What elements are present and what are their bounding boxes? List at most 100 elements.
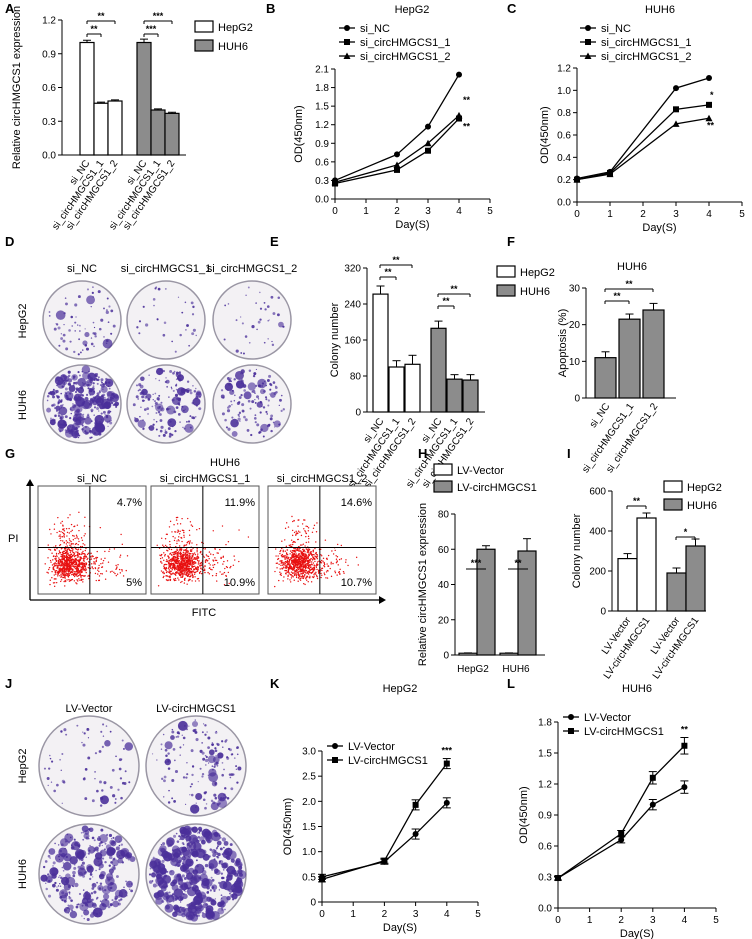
flow-event xyxy=(298,575,301,578)
colony-dot xyxy=(247,399,251,403)
colony-dot xyxy=(118,767,122,771)
colony-dot xyxy=(137,419,146,428)
legend-label: LV-Vector xyxy=(348,741,395,753)
colony-dot xyxy=(160,867,167,875)
flow-event xyxy=(61,554,63,556)
flow-event xyxy=(85,562,87,564)
flow-event xyxy=(175,579,177,581)
flow-event xyxy=(102,562,104,564)
flow-event xyxy=(175,574,177,576)
flow-event xyxy=(81,566,83,568)
colony-dot xyxy=(227,303,230,305)
flow-event xyxy=(79,557,81,559)
colony-dot xyxy=(194,730,198,734)
flow-event xyxy=(168,562,170,565)
flow-event xyxy=(54,571,57,573)
colony-dot xyxy=(191,765,195,768)
flow-event xyxy=(100,572,102,575)
flow-event xyxy=(58,530,61,533)
flow-event xyxy=(87,575,89,577)
flow-event xyxy=(275,562,278,565)
colony-dot xyxy=(154,287,157,290)
flow-event xyxy=(226,566,229,569)
flow-event xyxy=(160,554,162,557)
colony-dot xyxy=(170,386,173,389)
colony-dot xyxy=(58,406,68,416)
colony-dot xyxy=(58,847,68,857)
flow-event xyxy=(67,517,69,519)
colony-dot xyxy=(89,376,92,379)
bar xyxy=(79,41,95,156)
flow-event xyxy=(57,573,59,576)
flow-event xyxy=(291,575,294,577)
flow-event xyxy=(98,575,101,577)
flow-event xyxy=(69,539,71,542)
flow-event xyxy=(71,573,73,576)
flow-event xyxy=(62,566,65,569)
y-tick-label: 0.9 xyxy=(538,811,552,822)
flow-event xyxy=(81,561,83,564)
flow-event xyxy=(347,564,349,567)
flow-event xyxy=(169,540,171,543)
colony-dot xyxy=(123,886,125,889)
flow-event xyxy=(193,560,196,563)
flow-event xyxy=(165,575,167,577)
flow-event xyxy=(51,570,53,573)
flow-event xyxy=(71,568,73,571)
flow-event xyxy=(183,554,186,556)
flow-event xyxy=(309,566,312,569)
flow-event xyxy=(59,544,61,547)
data-point xyxy=(412,801,419,808)
flow-event xyxy=(94,567,97,570)
colony-dot xyxy=(64,833,74,843)
colony-dot xyxy=(81,365,91,374)
colony-dot xyxy=(180,405,189,414)
colony-dot xyxy=(266,305,270,308)
colony-dot xyxy=(210,836,212,838)
x-tick-label: 0 xyxy=(332,206,338,217)
flow-event xyxy=(198,565,201,567)
flow-event xyxy=(63,568,66,570)
colony-dot xyxy=(99,404,105,410)
flow-event xyxy=(179,555,181,558)
data-point xyxy=(331,178,339,186)
flow-event xyxy=(301,574,304,576)
colony-dot xyxy=(197,826,203,832)
flow-event xyxy=(304,553,306,555)
colony-dot xyxy=(118,844,121,847)
colony-dot xyxy=(46,777,50,781)
flow-event xyxy=(285,567,287,569)
flow-event xyxy=(317,563,319,566)
bar xyxy=(136,41,152,156)
flow-event xyxy=(63,536,65,538)
flow-event xyxy=(73,580,76,582)
colony-dot xyxy=(68,904,74,910)
colony-dot xyxy=(176,848,178,850)
colony-dot xyxy=(242,352,245,355)
flow-event xyxy=(194,558,197,560)
flow-event xyxy=(166,579,168,581)
flow-event xyxy=(170,570,172,573)
flow-event xyxy=(178,563,181,566)
flow-event xyxy=(308,564,310,566)
flow-event xyxy=(96,556,99,559)
flow-event xyxy=(326,577,329,579)
colony-dot xyxy=(87,387,90,390)
flow-event xyxy=(189,559,191,561)
x-tick-label: 2 xyxy=(394,206,400,217)
colony-dot xyxy=(65,878,68,881)
colony-dot xyxy=(269,388,272,391)
colony-dot xyxy=(167,427,171,431)
flow-event xyxy=(84,549,86,552)
colony-dot xyxy=(49,857,51,859)
flow-event xyxy=(289,553,291,555)
flow-event xyxy=(172,572,174,574)
flow-event xyxy=(313,524,316,527)
flow-event xyxy=(66,553,69,555)
flow-event xyxy=(281,540,283,542)
flow-event xyxy=(105,570,108,572)
colony-dot xyxy=(237,413,240,416)
colony-dot xyxy=(50,781,53,783)
flow-event xyxy=(285,555,287,557)
flow-event xyxy=(297,538,299,541)
